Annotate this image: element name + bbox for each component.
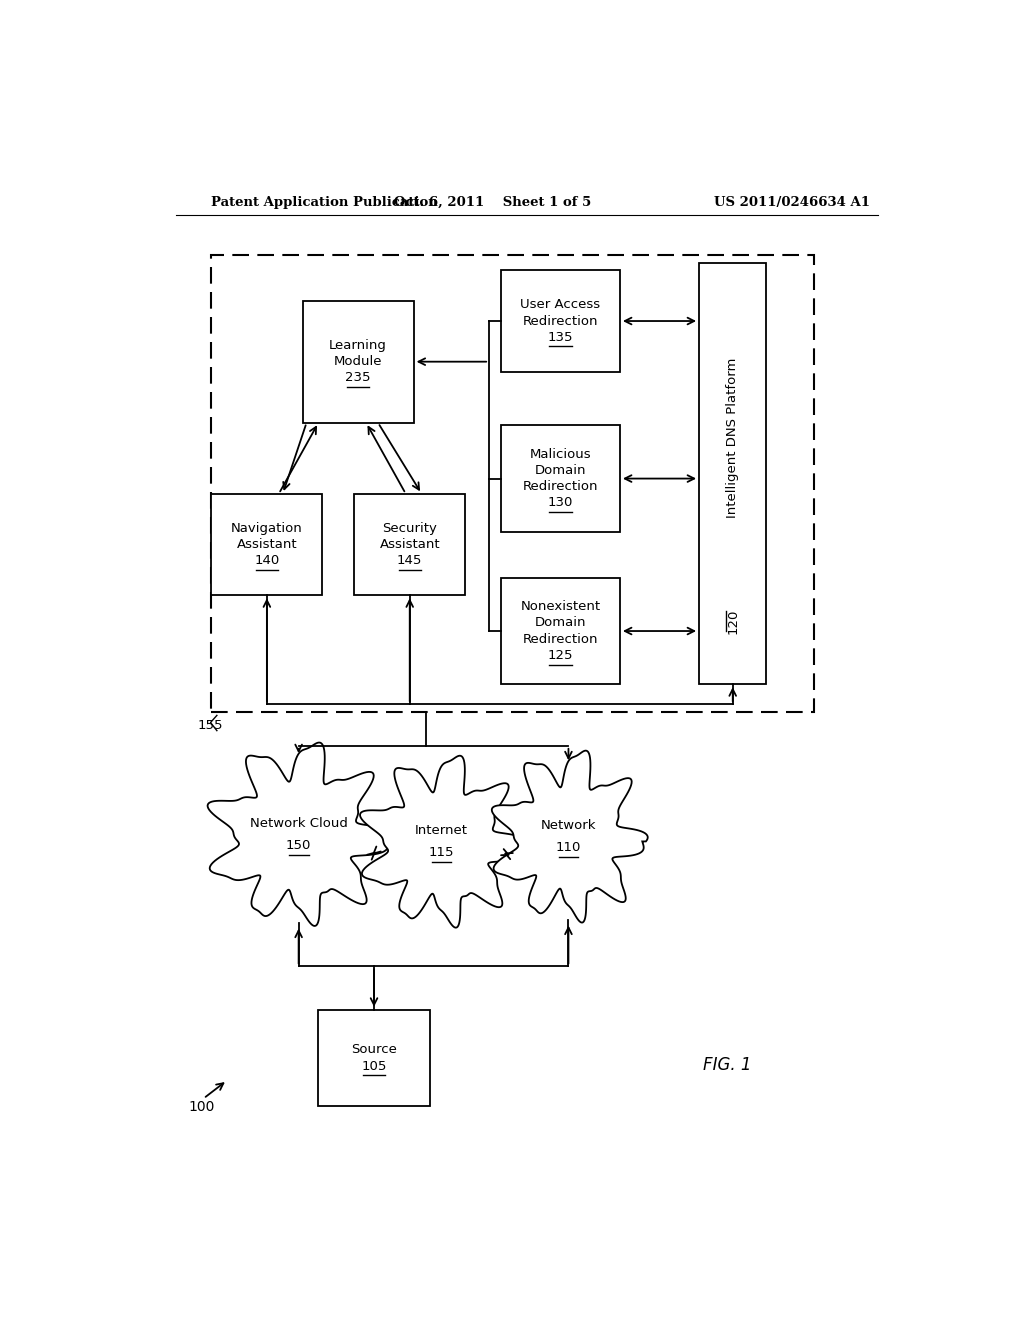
Text: 150: 150 — [286, 840, 311, 851]
Text: Malicious: Malicious — [529, 447, 591, 461]
FancyBboxPatch shape — [303, 301, 414, 422]
Polygon shape — [360, 756, 525, 928]
Text: Redirection: Redirection — [523, 314, 598, 327]
Polygon shape — [208, 743, 393, 925]
Polygon shape — [492, 751, 648, 923]
Text: Assistant: Assistant — [237, 539, 297, 552]
Text: User Access: User Access — [520, 298, 600, 312]
Text: FIG. 1: FIG. 1 — [702, 1056, 752, 1074]
Text: Network: Network — [541, 818, 596, 832]
Text: 145: 145 — [397, 554, 423, 568]
Text: US 2011/0246634 A1: US 2011/0246634 A1 — [714, 195, 870, 209]
Text: 140: 140 — [254, 554, 280, 568]
Text: Assistant: Assistant — [380, 539, 440, 552]
Text: Intelligent DNS Platform: Intelligent DNS Platform — [726, 358, 739, 517]
Text: 120: 120 — [726, 609, 739, 634]
Text: Security: Security — [382, 521, 437, 535]
Text: 155: 155 — [198, 719, 223, 733]
Text: Nonexistent: Nonexistent — [520, 601, 600, 612]
Text: 135: 135 — [548, 331, 573, 343]
Text: 125: 125 — [548, 649, 573, 661]
FancyBboxPatch shape — [211, 494, 323, 595]
Text: Domain: Domain — [535, 463, 587, 477]
Text: 105: 105 — [361, 1060, 387, 1073]
Text: Learning: Learning — [329, 339, 387, 352]
FancyBboxPatch shape — [354, 494, 465, 595]
Text: 110: 110 — [556, 841, 582, 854]
Text: Redirection: Redirection — [523, 632, 598, 645]
Text: Network Cloud: Network Cloud — [250, 817, 347, 830]
Text: 130: 130 — [548, 496, 573, 510]
FancyBboxPatch shape — [501, 271, 620, 372]
Text: 100: 100 — [188, 1100, 215, 1114]
Text: 235: 235 — [345, 371, 371, 384]
Text: Source: Source — [351, 1043, 397, 1056]
Text: Domain: Domain — [535, 616, 587, 630]
Text: Oct. 6, 2011    Sheet 1 of 5: Oct. 6, 2011 Sheet 1 of 5 — [394, 195, 592, 209]
FancyBboxPatch shape — [318, 1010, 430, 1106]
Text: Redirection: Redirection — [523, 480, 598, 494]
Text: Module: Module — [334, 355, 382, 368]
FancyBboxPatch shape — [501, 578, 620, 684]
Text: Navigation: Navigation — [231, 521, 303, 535]
Text: 115: 115 — [429, 846, 455, 859]
Text: Internet: Internet — [415, 824, 468, 837]
FancyBboxPatch shape — [501, 425, 620, 532]
Text: Patent Application Publication: Patent Application Publication — [211, 195, 438, 209]
FancyBboxPatch shape — [699, 263, 766, 684]
